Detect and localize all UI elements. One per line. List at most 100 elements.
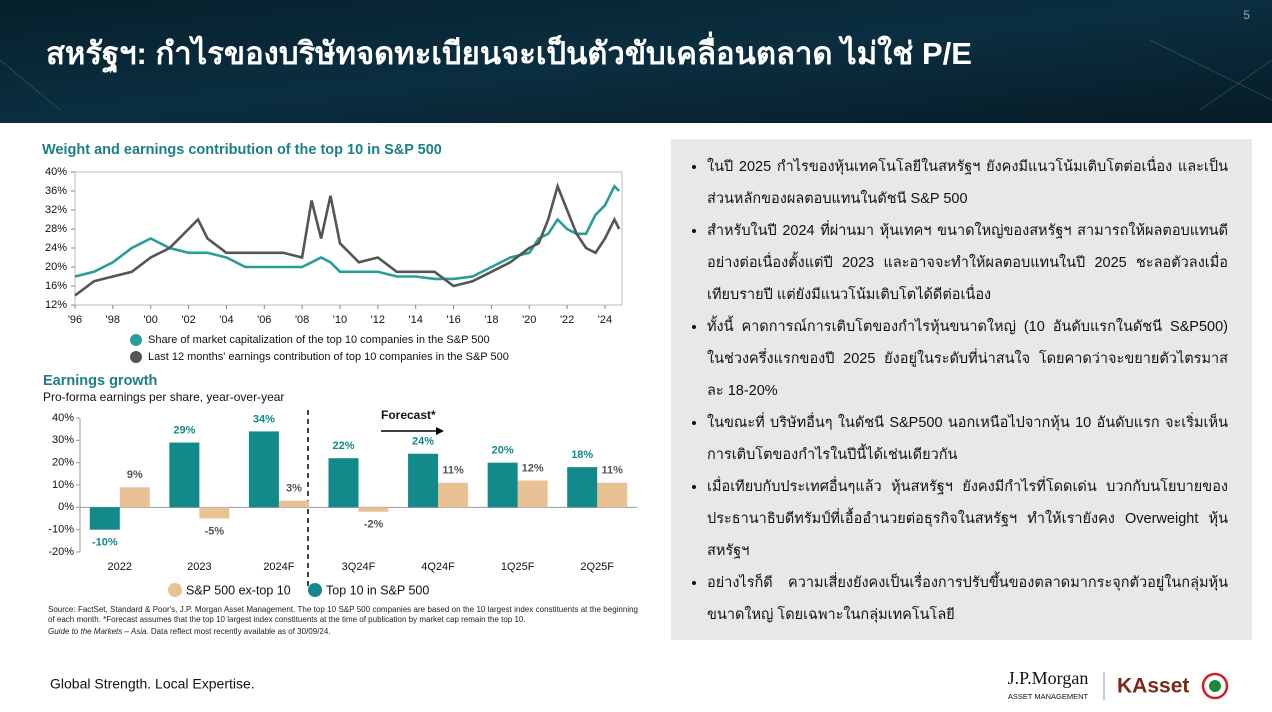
plot-frame (74, 171, 623, 306)
bar (199, 507, 230, 519)
legend-marker (168, 583, 182, 597)
brand-sub: ASSET MANAGEMENT (1008, 692, 1089, 701)
x-tick-label: '10 (333, 314, 347, 326)
page-number: 5 (1243, 8, 1250, 22)
bar (328, 458, 359, 508)
y-tick-label: 20% (45, 261, 67, 273)
y-tick-label: 40% (52, 412, 74, 424)
bullet: ในปี 2025 กำไรของหุ้นเทคโนโลยีในสหรัฐฯ ย… (707, 151, 1228, 215)
bar (487, 462, 518, 508)
y-tick-label: 24% (45, 242, 67, 254)
brand: J.P.Morgan (1008, 668, 1089, 688)
bullet-panel: ในปี 2025 กำไรของหุ้นเทคโนโลยีในสหรัฐฯ ย… (671, 139, 1252, 640)
bar (597, 482, 628, 508)
legend-label: Share of market capitalization of the to… (148, 334, 490, 346)
bullet: สำหรับในปี 2024 ที่ผ่านมา หุ้นเทคฯ ขนาดใ… (707, 215, 1228, 311)
y-tick-label: 0% (58, 501, 74, 513)
y-tick-label: 32% (45, 204, 67, 216)
bar-label: 24% (412, 436, 434, 448)
chart-subtitle: Pro-forma earnings per share, year-over-… (43, 390, 284, 404)
bar-label: 3% (286, 483, 302, 495)
slide-title: สหรัฐฯ: กำไรของบริษัทจดทะเบียนจะเป็นตัวข… (46, 31, 972, 74)
tagline: Global Strength. Local Expertise. (50, 676, 255, 692)
bar-label: 9% (127, 469, 143, 481)
line-series (74, 184, 621, 281)
legend-label: S&P 500 ex-top 10 (186, 583, 291, 597)
x-tick-label: '18 (484, 314, 498, 326)
x-tick-label: '12 (371, 314, 385, 326)
annotation: Forecast* (381, 408, 436, 422)
bar-label: 22% (332, 440, 354, 452)
bar (278, 500, 309, 508)
x-tick-label: '04 (219, 314, 233, 326)
x-tick-label: '00 (144, 314, 158, 326)
x-tick-label: '98 (106, 314, 120, 326)
x-tick-label: 2Q25F (580, 561, 614, 573)
bar (169, 442, 200, 508)
legend-label: Last 12 months' earnings contribution of… (148, 351, 509, 363)
x-tick-label: 3Q24F (342, 561, 376, 573)
bar-label: 11% (442, 465, 464, 477)
bar (358, 507, 389, 512)
y-tick-label: 10% (52, 479, 74, 491)
y-tick-label: 30% (52, 434, 74, 446)
x-tick-label: '16 (446, 314, 460, 326)
y-tick-label: 20% (52, 457, 74, 469)
source-date: Data reflect most recently available as … (150, 627, 331, 636)
y-tick-label: -20% (48, 546, 74, 558)
x-tick-label: 2023 (187, 561, 211, 573)
source-text: Source: FactSet, Standard & Poor's, J.P.… (48, 605, 638, 624)
header-bg (0, 0, 1272, 123)
bar-label: 20% (492, 445, 514, 457)
x-tick-label: '06 (257, 314, 271, 326)
x-tick-label: '14 (409, 314, 423, 326)
bullet: เมื่อเทียบกับประเทศอื่นๆแล้ว หุ้นสหรัฐฯ … (707, 471, 1228, 567)
annotation-arrowhead (436, 427, 444, 435)
line-series (74, 182, 621, 297)
partner-logo (1201, 672, 1229, 700)
bar-label: 29% (173, 424, 195, 436)
bar (248, 431, 279, 508)
x-tick-label: 4Q24F (421, 561, 455, 573)
bar-label: 11% (602, 465, 624, 477)
source-guide: Guide to the Markets – Asia. (48, 627, 149, 636)
x-tick-label: '08 (295, 314, 309, 326)
bullet: ทั้งนี้ คาดการณ์การเติบโตของกำไรหุ้นขนาด… (707, 311, 1228, 407)
legend-marker (130, 334, 142, 346)
bar (89, 507, 120, 530)
bar-label: 34% (253, 413, 275, 425)
partner: KAsset (1117, 675, 1189, 698)
bar (567, 467, 598, 508)
partner-logo (1209, 680, 1221, 692)
bar (119, 487, 150, 508)
y-tick-label: -10% (48, 524, 74, 536)
bullet: อย่างไรก็ดี ความเสี่ยงยังคงเป็นเรื่องการ… (707, 567, 1228, 631)
x-tick-label: 1Q25F (501, 561, 535, 573)
legend-marker (130, 351, 142, 363)
x-tick-label: 2024F (263, 561, 294, 573)
header-decor (0, 39, 1272, 111)
y-tick-label: 16% (45, 280, 67, 292)
y-tick-label: 40% (45, 166, 67, 178)
bar (408, 453, 439, 508)
bar-label: -10% (92, 537, 118, 549)
bullet-list: ในปี 2025 กำไรของหุ้นเทคโนโลยีในสหรัฐฯ ย… (689, 151, 1228, 631)
chart-title: Weight and earnings contribution of the … (42, 142, 442, 158)
bar-label: -2% (364, 519, 384, 531)
bullet: ในขณะที่ บริษัทอื่นๆ ในดัชนี S&P500 นอกเ… (707, 407, 1228, 471)
y-tick-label: 12% (45, 299, 67, 311)
source-note: Source: FactSet, Standard & Poor's, J.P.… (48, 605, 638, 637)
y-tick-label: 28% (45, 223, 67, 235)
x-tick-label: '24 (598, 314, 612, 326)
y-tick-label: 36% (45, 185, 67, 197)
legend-label: Top 10 in S&P 500 (326, 583, 429, 597)
bar-label: 18% (571, 449, 593, 461)
legend-marker (308, 583, 322, 597)
x-tick-label: '22 (560, 314, 574, 326)
bar-label: 12% (522, 462, 544, 474)
bar (517, 480, 548, 508)
x-tick-label: '20 (522, 314, 536, 326)
bar-label: -5% (205, 525, 225, 537)
